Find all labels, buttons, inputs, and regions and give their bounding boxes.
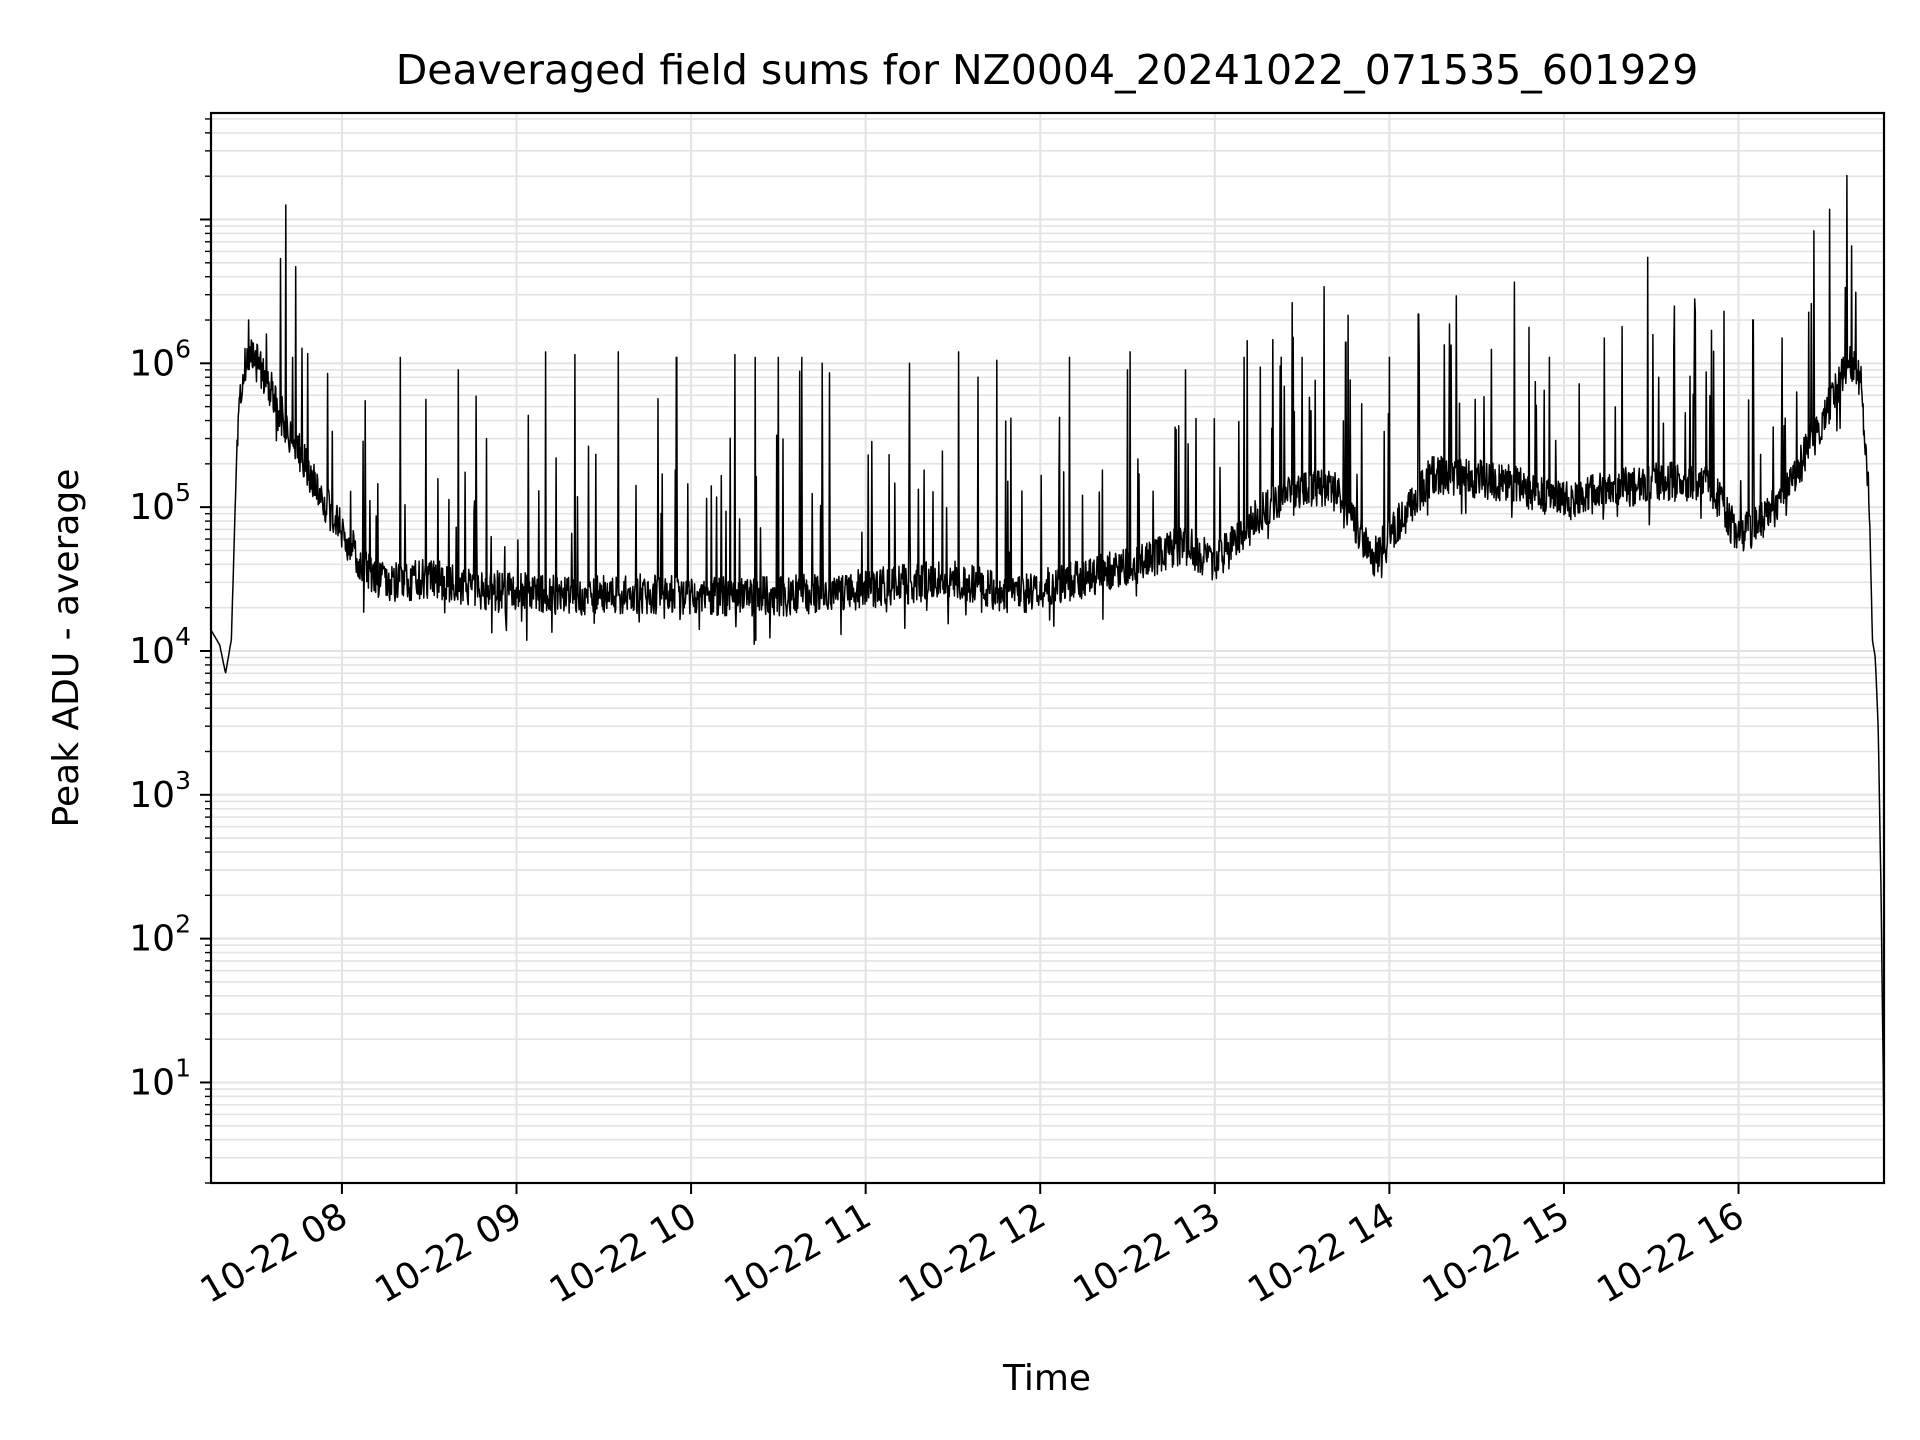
series-line [210, 174, 1885, 1140]
y-tick-label-base: 10 [129, 919, 175, 960]
y-tick-label-base: 10 [129, 631, 175, 672]
plot-frame [209, 111, 1886, 1185]
x-axis-label: Time [1002, 1358, 1091, 1399]
y-tick-label-exponent: 6 [175, 334, 191, 363]
y-tick-label-exponent: 2 [175, 910, 191, 939]
y-tick-label: 106 [129, 334, 191, 384]
y-tick-label-base: 10 [129, 775, 175, 816]
y-tick-label: 103 [129, 766, 191, 816]
y-tick-label-exponent: 3 [175, 766, 191, 795]
y-tick-label: 104 [129, 622, 191, 672]
y-tick-label-base: 10 [129, 1062, 175, 1103]
data-series [210, 174, 1885, 1140]
y-tick-label: 101 [129, 1053, 191, 1103]
chart-title: Deaveraged field sums for NZ0004_2024102… [396, 46, 1699, 94]
y-tick-label-exponent: 4 [175, 622, 191, 651]
y-tick-label: 102 [129, 910, 191, 960]
y-tick-label-base: 10 [129, 487, 175, 528]
y-tick-label-base: 10 [129, 343, 175, 384]
y-axis-label: Peak ADU - average [46, 469, 87, 828]
y-tick-label-exponent: 5 [175, 478, 191, 507]
y-tick-label-exponent: 1 [175, 1053, 191, 1082]
grid [211, 113, 1884, 1184]
y-tick-label: 105 [129, 478, 191, 528]
